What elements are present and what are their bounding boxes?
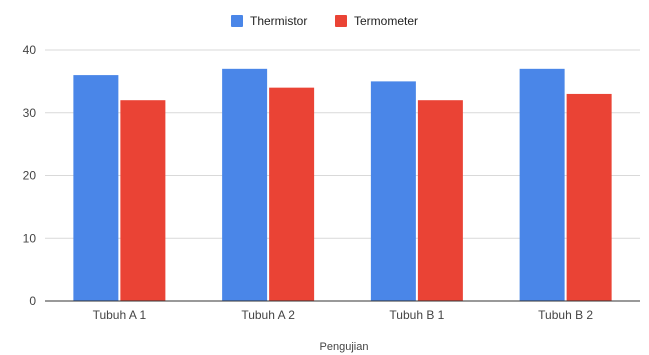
x-axis-ticks: Tubuh A 1 Tubuh A 2 Tubuh B 1 Tubuh B 2 [93,308,594,322]
x-tick-label-2: Tubuh A 2 [241,308,295,322]
bar-thermistor-1 [73,75,119,301]
legend-item-thermistor: Thermistor [231,14,307,28]
y-tick-label-10: 10 [23,231,37,245]
x-axis-title: Pengujian [320,341,369,353]
x-tick-label-4: Tubuh B 2 [538,308,593,322]
bars [73,68,612,302]
legend-item-termometer: Termometer [335,14,418,28]
y-tick-label-20: 20 [23,169,37,183]
y-axis-ticks: 0 10 20 30 40 [23,43,37,308]
legend-label-thermistor: Thermistor [250,14,307,28]
bar-termometer-1 [120,100,166,301]
x-tick-label-3: Tubuh B 1 [389,308,444,322]
legend: Thermistor Termometer [231,14,418,28]
legend-swatch-thermistor [231,15,243,27]
bar-thermistor-2 [222,68,268,301]
bar-thermistor-3 [370,81,416,301]
bar-termometer-4 [566,93,612,301]
bar-thermistor-4 [519,68,565,301]
bar-termometer-3 [417,100,463,301]
legend-label-termometer: Termometer [354,14,418,28]
bar-termometer-2 [269,87,315,302]
y-tick-label-0: 0 [29,294,36,308]
y-tick-label-40: 40 [23,43,37,57]
x-tick-label-1: Tubuh A 1 [93,308,147,322]
y-tick-label-30: 30 [23,106,37,120]
legend-swatch-termometer [335,15,347,27]
